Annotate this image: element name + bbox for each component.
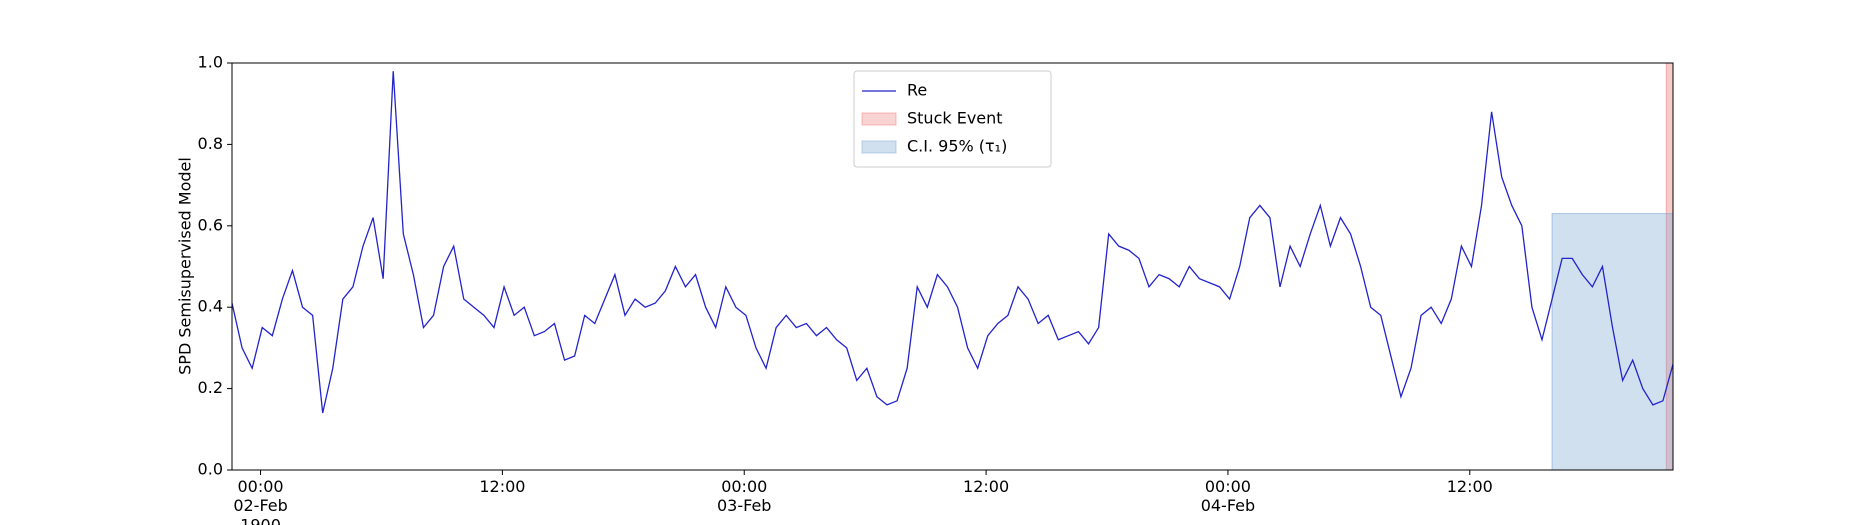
y-tick-label: 0.4 bbox=[198, 297, 223, 316]
plot-frame bbox=[231, 62, 1674, 471]
x-tick-label: 00:00 03-Feb bbox=[717, 477, 771, 515]
legend-swatch bbox=[861, 140, 897, 154]
y-tick-label: 0.8 bbox=[198, 134, 223, 153]
x-tick-label: 00:00 02-Feb 1900 bbox=[233, 477, 287, 525]
y-tick-label: 0.0 bbox=[198, 460, 223, 479]
legend-swatch bbox=[861, 112, 897, 126]
x-tick-label: 00:00 04-Feb bbox=[1201, 477, 1255, 515]
x-tick-label: 12:00 bbox=[963, 477, 1009, 496]
legend-label: Stuck Event bbox=[907, 109, 1003, 128]
legend-label: C.I. 95% (τ₁) bbox=[907, 137, 1007, 156]
x-tick-label: 12:00 bbox=[1447, 477, 1493, 496]
y-tick-label: 0.6 bbox=[198, 215, 223, 234]
legend: Re Stuck Event C.I. 95% (τ₁) bbox=[853, 70, 1052, 168]
y-tick-label: 0.2 bbox=[198, 378, 223, 397]
confidence-band bbox=[1551, 213, 1674, 471]
line bbox=[231, 71, 1674, 414]
legend-box bbox=[853, 70, 1052, 168]
x-tick-label: 12:00 bbox=[479, 477, 525, 496]
y-tick-label: 1.0 bbox=[198, 53, 223, 72]
y-axis-label: SPD Semisupervised Model bbox=[176, 157, 195, 375]
legend-label: Re bbox=[907, 81, 927, 100]
